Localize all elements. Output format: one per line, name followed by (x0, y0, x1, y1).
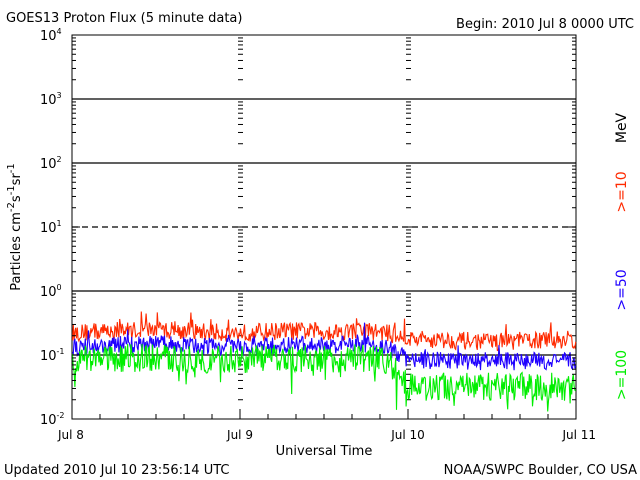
series-line-2 (71, 343, 576, 412)
x-tick-label: Jul 11 (561, 428, 596, 442)
x-tick-label: Jul 9 (226, 428, 253, 442)
x-tick-label: Jul 10 (390, 428, 425, 442)
x-tick-label: Jul 8 (57, 428, 84, 442)
y-axis-label: Particles cm-2s-1sr-1 (6, 163, 24, 291)
begin-label: Begin: 2010 Jul 8 0000 UTC (456, 17, 634, 32)
legend-entry: >=50 (614, 269, 630, 310)
updated-label: Updated 2010 Jul 10 23:56:14 UTC (4, 463, 229, 478)
legend-unit: MeV (614, 112, 630, 143)
legend-entry: >=100 (614, 350, 630, 400)
y-tick-label: 104 (40, 27, 62, 44)
y-tick-label: 100 (40, 283, 62, 300)
y-tick-label: 102 (40, 155, 62, 172)
chart-title: GOES13 Proton Flux (5 minute data) (6, 11, 242, 26)
x-axis-label: Universal Time (276, 444, 373, 459)
x-axis-ticks: Jul 8 Jul 9 Jul 10 Jul 11 (57, 409, 596, 442)
y-tick-label: 101 (40, 219, 62, 236)
y-tick-label: 10-2 (40, 411, 65, 428)
y-tick-label: 10-1 (40, 347, 65, 364)
data-series (71, 311, 577, 412)
legend-entry: >=10 (614, 171, 630, 212)
y-tick-label: 103 (40, 91, 62, 108)
credit-label: NOAA/SWPC Boulder, CO USA (444, 463, 637, 478)
gridlines (72, 98, 576, 356)
series-line-0 (71, 311, 577, 352)
y-axis-ticks: 10-2 10-1 100 101 102 103 104 (40, 27, 576, 428)
legend: MeV >=10 >=50 >=100 (614, 112, 630, 400)
